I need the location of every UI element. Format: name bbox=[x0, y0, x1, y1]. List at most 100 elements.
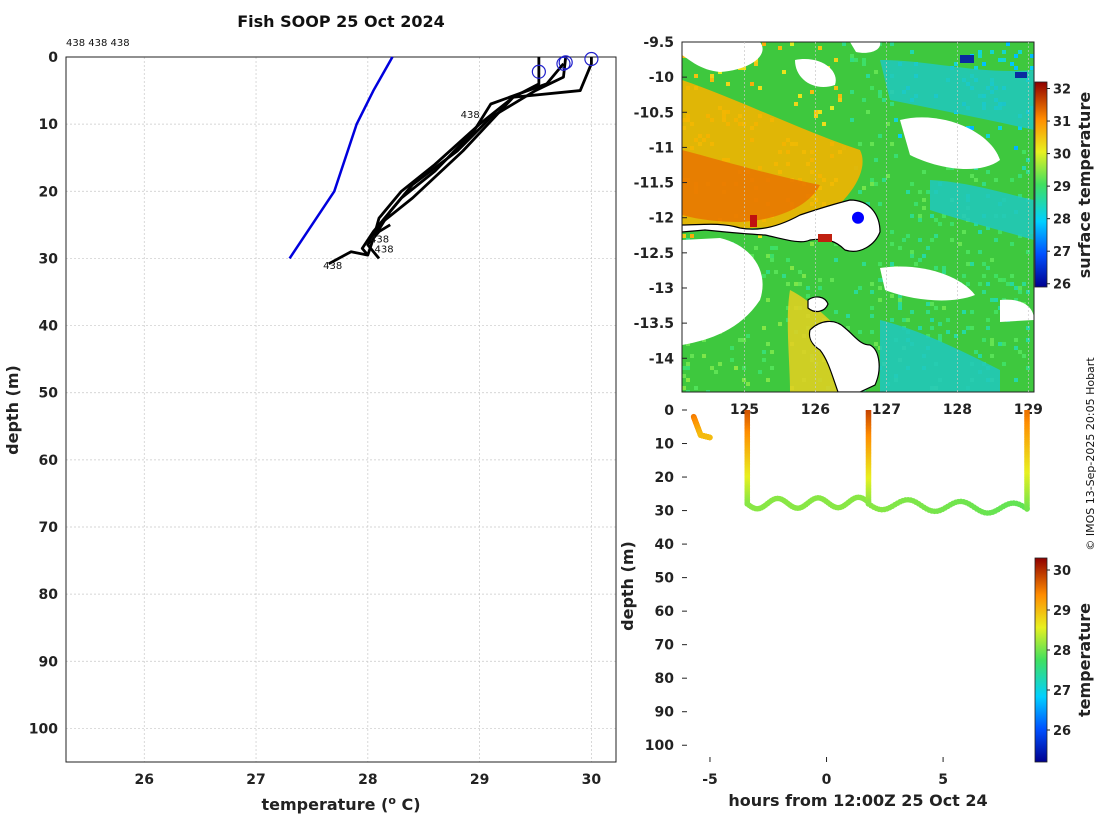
map-cell bbox=[882, 98, 886, 102]
map-cell bbox=[798, 282, 802, 286]
map-cell bbox=[766, 270, 770, 274]
profile-y-tick-10: 100 bbox=[29, 721, 58, 737]
sst-cb-tick-1: 31 bbox=[1053, 115, 1071, 130]
map-cell bbox=[994, 274, 998, 278]
map-cell bbox=[690, 354, 694, 358]
map-cell bbox=[990, 50, 994, 54]
sst-cb-tick-3: 29 bbox=[1053, 180, 1071, 195]
map-cell bbox=[814, 114, 818, 118]
map-y-ticks: -9.5 -10 -10.5 -11 -11.5 -12 -12.5 -13 -13.5 -14 bbox=[634, 35, 687, 367]
map-cell bbox=[922, 198, 926, 202]
br-y-tick-9: 90 bbox=[655, 705, 675, 721]
map-cell bbox=[870, 182, 874, 186]
map-x-tick-3: 128 bbox=[943, 402, 972, 418]
map-cell bbox=[818, 110, 822, 114]
profile-y-tick-1: 10 bbox=[39, 117, 59, 133]
map-cell bbox=[890, 242, 894, 246]
profile-plot-frame bbox=[65, 56, 617, 763]
temp-cb-tick-4: 26 bbox=[1053, 724, 1071, 739]
profile-y-tick-9: 90 bbox=[39, 654, 59, 670]
map-cell bbox=[978, 230, 982, 234]
map-cell bbox=[858, 286, 862, 290]
map-cell bbox=[810, 90, 814, 94]
map-cell bbox=[754, 246, 758, 250]
br-x-tick-1: 0 bbox=[822, 772, 832, 788]
map-cell bbox=[682, 386, 686, 390]
map-y-tick-1: -10 bbox=[649, 70, 675, 86]
cool-water-regions bbox=[880, 60, 1034, 392]
profile-y-ticks: 0 10 20 30 40 50 60 70 80 90 100 bbox=[29, 50, 58, 737]
map-cell bbox=[890, 42, 894, 46]
map-cell bbox=[762, 358, 766, 362]
map-cell bbox=[930, 326, 934, 330]
map-cell bbox=[838, 94, 842, 98]
map-cell bbox=[922, 170, 926, 174]
map-cell bbox=[906, 318, 910, 322]
map-cell bbox=[870, 330, 874, 334]
sst-colorbar bbox=[1034, 81, 1048, 288]
map-cell bbox=[962, 310, 966, 314]
map-cell bbox=[914, 202, 918, 206]
map-cell bbox=[970, 310, 974, 314]
map-cell bbox=[850, 118, 854, 122]
map-cell bbox=[738, 338, 742, 342]
map-cell bbox=[858, 190, 862, 194]
map-cell bbox=[686, 378, 690, 382]
map-cell bbox=[834, 242, 838, 246]
map-cell bbox=[966, 326, 970, 330]
map-cell bbox=[882, 178, 886, 182]
map-cell bbox=[802, 274, 806, 278]
map-cell bbox=[1002, 278, 1006, 282]
map-cell bbox=[986, 170, 990, 174]
map-cell bbox=[986, 266, 990, 270]
map-cell bbox=[994, 298, 998, 302]
map-cell bbox=[766, 298, 770, 302]
map-cell bbox=[938, 322, 942, 326]
map-cell bbox=[806, 286, 810, 290]
map-cell bbox=[954, 62, 958, 66]
map-cell bbox=[950, 238, 954, 242]
map-cell bbox=[978, 354, 982, 358]
map-cell bbox=[866, 74, 870, 78]
temperature-colorbar bbox=[1034, 557, 1048, 763]
map-cell bbox=[998, 58, 1002, 62]
map-cell bbox=[898, 298, 902, 302]
map-cell bbox=[910, 250, 914, 254]
map-cell bbox=[1014, 298, 1018, 302]
map-cell bbox=[878, 94, 882, 98]
map-cell bbox=[862, 62, 866, 66]
profile-y-tick-4: 40 bbox=[39, 319, 59, 335]
map-cell bbox=[978, 54, 982, 58]
map-cell bbox=[910, 310, 914, 314]
br-y-tick-3: 30 bbox=[655, 504, 675, 520]
map-hot-spot bbox=[750, 215, 757, 227]
map-cell bbox=[1010, 178, 1014, 182]
map-cell bbox=[770, 350, 774, 354]
map-cell bbox=[898, 246, 902, 250]
map-cell bbox=[778, 46, 782, 50]
sst-cb-tick-5: 27 bbox=[1053, 245, 1071, 260]
map-cell bbox=[890, 102, 894, 106]
map-cell bbox=[730, 346, 734, 350]
map-cell bbox=[686, 366, 690, 370]
map-cell bbox=[934, 234, 938, 238]
map-cell bbox=[830, 278, 834, 282]
map-cell bbox=[746, 382, 750, 386]
profile-y-tick-5: 50 bbox=[39, 386, 59, 402]
map-cell bbox=[990, 338, 994, 342]
map-cell bbox=[986, 134, 990, 138]
map-cell bbox=[766, 342, 770, 346]
map-cell bbox=[966, 262, 970, 266]
map-cell bbox=[998, 342, 1002, 346]
profile-x-tick-1: 27 bbox=[246, 772, 265, 788]
sst-map: -9.5-10-10.5-11-11.5-12-12.5-13-13.5-14 … bbox=[634, 35, 1094, 418]
sst-cb-tick-6: 26 bbox=[1053, 278, 1071, 293]
map-cell bbox=[954, 334, 958, 338]
map-cell bbox=[966, 250, 970, 254]
map-cell bbox=[1018, 174, 1022, 178]
map-cell bbox=[898, 306, 902, 310]
map-cell bbox=[1018, 234, 1022, 238]
map-cell bbox=[850, 90, 854, 94]
profile-start-marker-3 bbox=[556, 56, 571, 71]
